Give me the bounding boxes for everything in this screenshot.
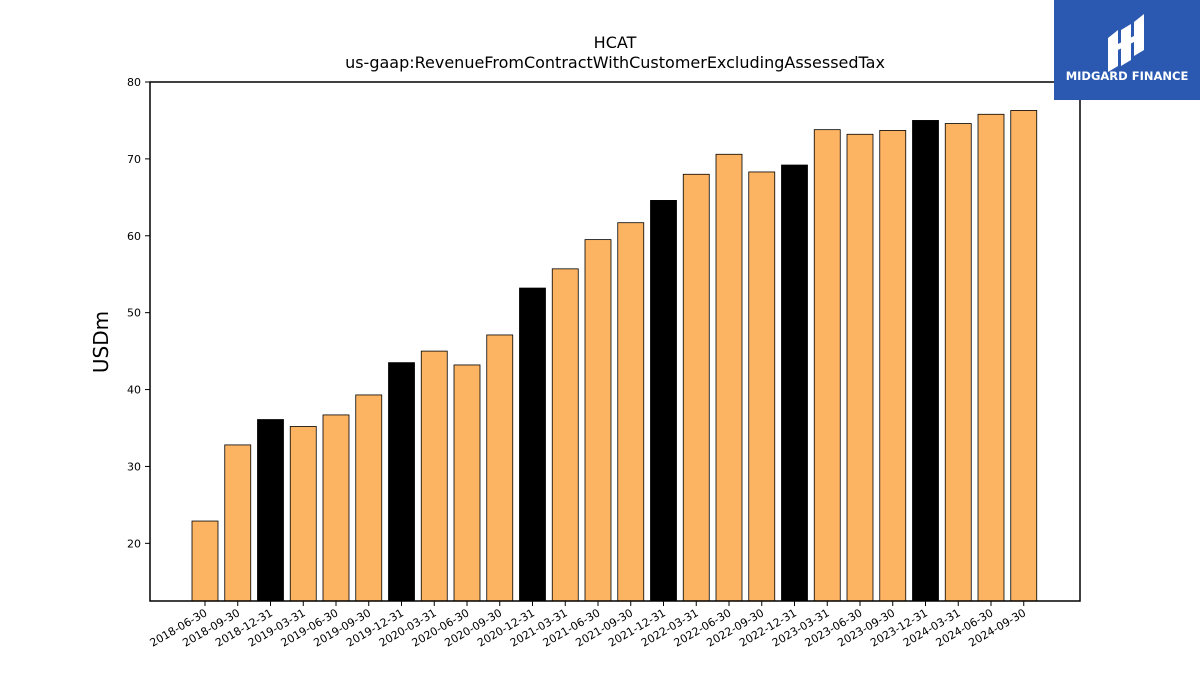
chart-title: HCAT [594,33,637,52]
bar-2024-03-31 [944,123,972,602]
bar-2019-03-31 [289,426,317,602]
bar-2023-09-30 [879,130,907,602]
bar-2020-12-31 [519,287,546,602]
bar-2024-09-30 [1010,110,1038,602]
logo-mark-icon [1108,14,1144,72]
bars-group [191,110,1038,602]
bar-2020-03-31 [420,350,448,602]
y-tick-label: 50 [127,307,141,320]
bar-2023-12-31 [912,120,939,602]
bar-2024-06-30 [977,113,1005,602]
bar-2021-06-30 [584,239,612,602]
y-tick-label: 30 [127,460,141,473]
bar-2019-09-30 [355,394,383,602]
bar-2023-06-30 [846,133,874,602]
y-tick-label: 70 [127,153,141,166]
bar-2021-03-31 [551,268,579,602]
bar-2018-09-30 [224,444,252,602]
bar-2021-09-30 [617,222,645,602]
bar-2019-06-30 [322,414,350,602]
bar-2018-12-31 [257,419,284,602]
bar-2020-09-30 [486,334,514,602]
bar-2022-06-30 [715,153,743,602]
x-axis: 2018-06-302018-09-302018-12-312019-03-31… [148,601,1028,650]
logo-text: MIDGARD FINANCE [1066,69,1189,83]
y-tick-label: 60 [127,230,141,243]
bar-2022-09-30 [748,171,776,602]
y-tick-label: 40 [127,384,141,397]
bar-2021-12-31 [650,200,677,602]
chart-subtitle: us-gaap:RevenueFromContractWithCustomerE… [345,53,885,72]
bar-2023-03-31 [813,129,841,602]
bar-2020-06-30 [453,364,481,602]
y-axis: 20 30 40 50 60 70 80 [127,76,150,550]
logo: MIDGARD FINANCE [1054,0,1200,100]
y-tick-label: 20 [127,537,141,550]
y-axis-label: USDm [89,311,113,373]
bar-2018-06-30 [191,520,219,602]
bar-2019-12-31 [388,362,415,602]
bar-2022-03-31 [682,173,710,602]
bar-2022-12-31 [781,164,808,602]
plot-frame [149,81,1081,602]
y-tick-label: 80 [127,76,141,89]
